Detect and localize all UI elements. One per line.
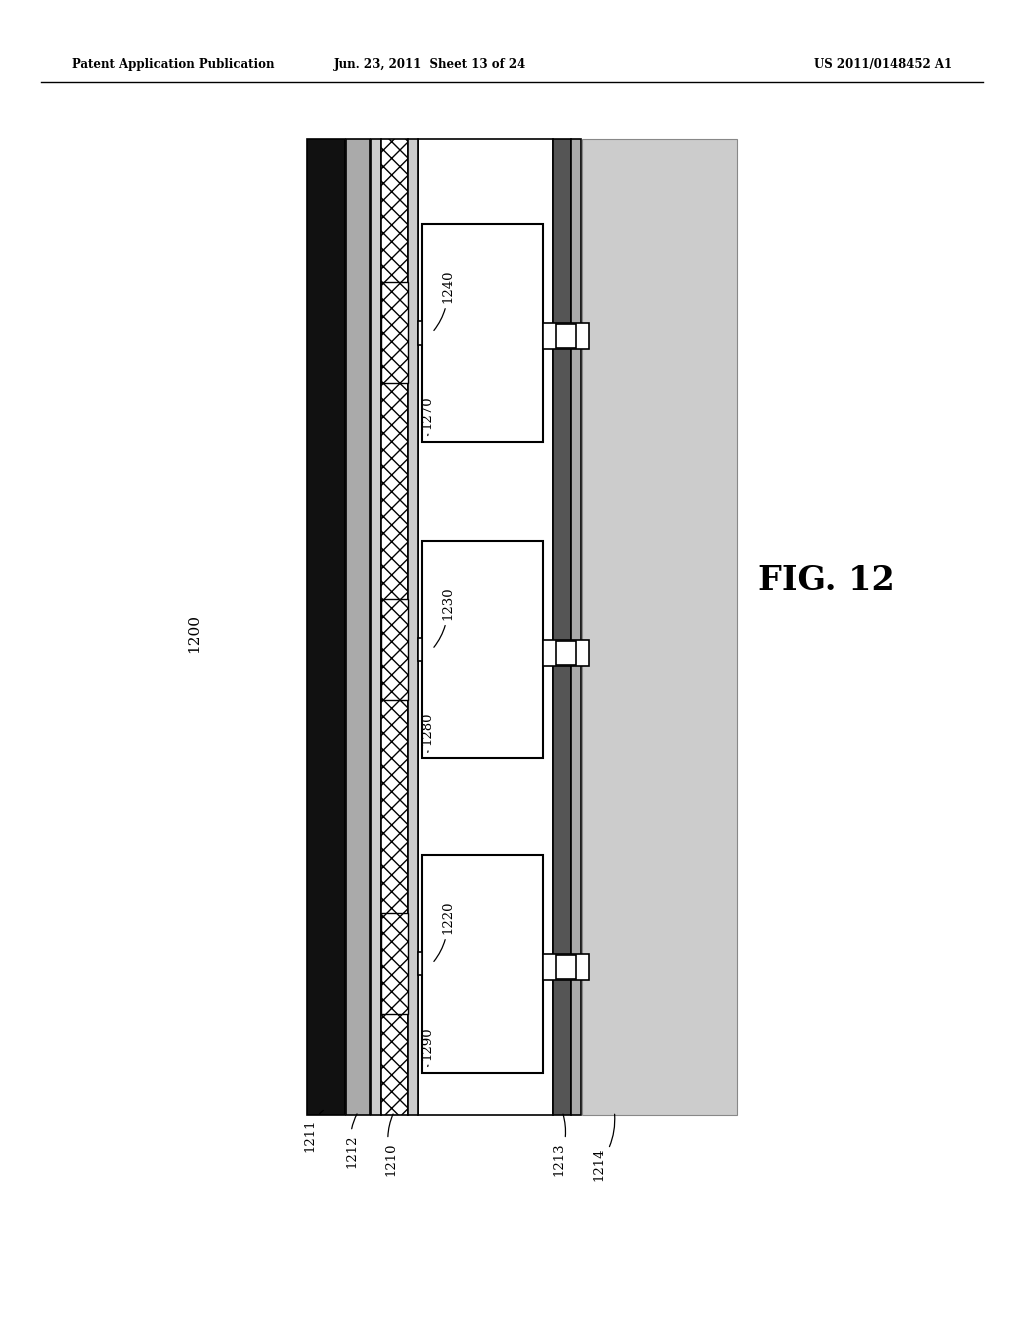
Bar	[555, 323, 575, 347]
Bar	[418, 952, 422, 975]
Text: Jun. 23, 2011  Sheet 13 of 24: Jun. 23, 2011 Sheet 13 of 24	[334, 58, 526, 71]
Bar	[553, 139, 571, 1115]
Bar	[408, 139, 418, 1115]
Bar	[582, 139, 737, 1115]
Text: 1240: 1240	[434, 269, 454, 330]
Bar	[422, 855, 543, 1072]
Bar	[371, 139, 381, 1115]
Text: Patent Application Publication: Patent Application Publication	[72, 58, 274, 71]
Bar	[543, 953, 589, 979]
Text: FIG. 12: FIG. 12	[758, 565, 895, 597]
Bar	[418, 638, 422, 661]
Text: 1212: 1212	[346, 1114, 358, 1168]
Text: 1270: 1270	[421, 395, 433, 436]
Bar	[543, 323, 589, 348]
Bar	[422, 541, 543, 758]
Bar	[418, 139, 553, 1115]
Text: 1230: 1230	[434, 586, 454, 647]
Bar	[571, 139, 581, 1115]
Bar	[422, 223, 543, 441]
Bar	[381, 139, 408, 1115]
Text: US 2011/0148452 A1: US 2011/0148452 A1	[814, 58, 952, 71]
Bar	[346, 139, 370, 1115]
Bar	[555, 642, 575, 665]
Text: 1211: 1211	[304, 1110, 324, 1152]
Bar	[381, 282, 408, 383]
Text: 1213: 1213	[553, 1114, 565, 1176]
Bar	[307, 139, 345, 1115]
Text: 1210: 1210	[385, 1114, 397, 1176]
Text: 1220: 1220	[434, 900, 454, 961]
Text: 1200: 1200	[187, 614, 202, 653]
Bar	[418, 321, 422, 345]
Bar	[555, 956, 575, 979]
Text: 1280: 1280	[421, 711, 433, 752]
Text: 1290: 1290	[421, 1026, 433, 1067]
Bar	[381, 913, 408, 1014]
Text: 1214: 1214	[593, 1114, 614, 1181]
Bar	[543, 640, 589, 667]
Bar	[381, 599, 408, 700]
